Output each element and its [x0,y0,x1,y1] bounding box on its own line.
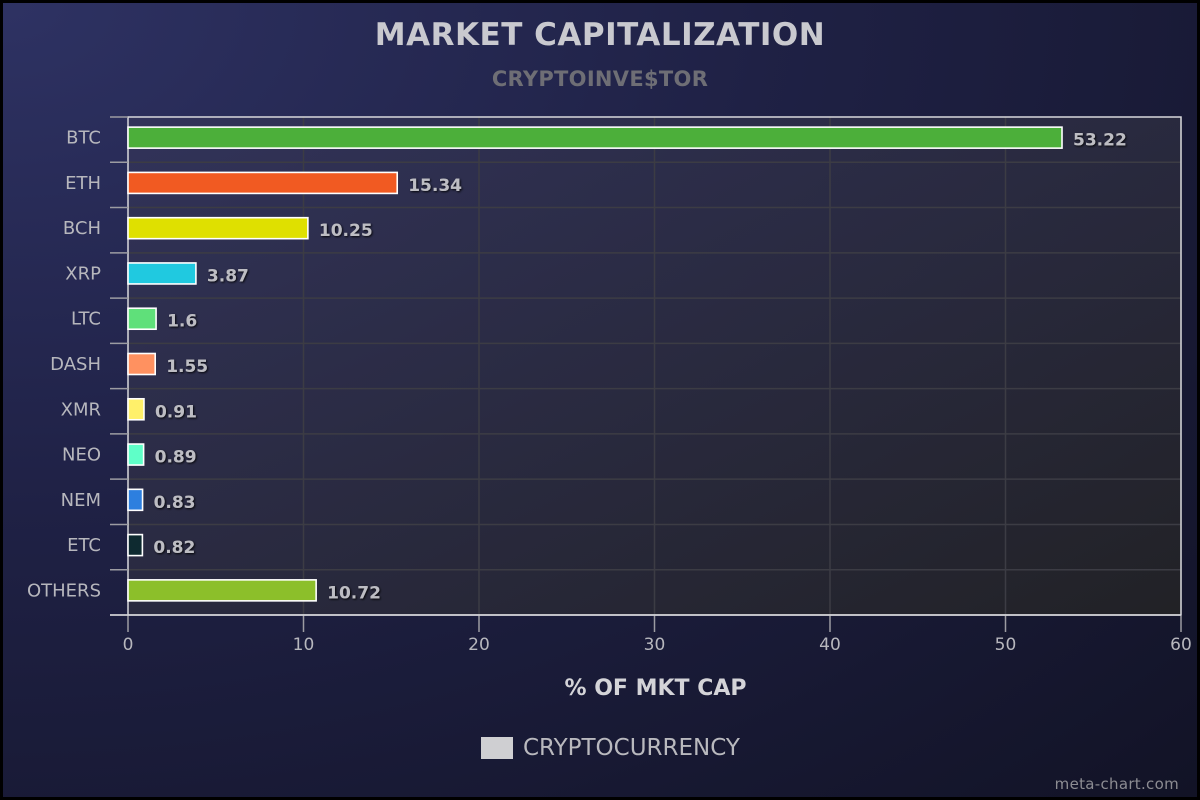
bar [127,307,157,331]
credit-text[interactable]: meta-chart.com [1054,775,1179,793]
y-tick-label: NEO [62,445,101,466]
y-tick-label: NEM [61,490,101,511]
x-tick-label: 0 [123,635,134,655]
x-axis-title: % OF MKT CAP [565,676,747,701]
y-tick-label: ETH [65,173,101,194]
bar [127,579,317,602]
bar [127,171,399,195]
legend-label: CRYPTOCURRENCY [523,735,740,761]
y-tick-label: BTC [66,128,101,149]
chart-subtitle: CRYPTOINVE$TOR [491,67,709,91]
x-tick-label: 20 [468,635,490,655]
data-label: 10.72 [327,583,381,603]
x-tick-label: 30 [644,635,666,655]
bar [127,216,309,240]
data-label: 10.25 [319,221,373,241]
x-tick-label: 40 [819,635,841,655]
y-tick-label: LTC [71,309,101,330]
data-label: 1.55 [166,357,208,377]
y-tick-label: OTHERS [27,580,101,601]
data-label: 53.22 [1073,131,1127,151]
legend[interactable]: CRYPTOCURRENCY [481,735,740,761]
x-tick-label: 60 [1170,635,1192,655]
data-label: 3.87 [207,266,249,286]
bar [127,397,145,421]
y-tick-label: XMR [61,399,101,420]
bar [127,443,145,466]
bar [127,488,144,512]
bar-chart: BTC ETH BCH XRP LTC DASH XMR NEO NEM ETC OTHERS 0 10… [27,116,1192,701]
y-tick-label: ETC [67,535,101,556]
data-label: 0.89 [155,448,197,468]
legend-swatch [481,737,513,759]
x-tick-label: 10 [293,635,315,655]
y-tick-label: DASH [50,354,101,375]
bar [127,352,157,376]
data-label: 0.91 [155,402,197,422]
data-label: 15.34 [408,176,462,196]
data-label: 1.6 [167,312,197,332]
bar [127,533,144,557]
data-label: 0.83 [154,493,196,513]
chart-title: MARKET CAPITALIZATION [374,17,826,53]
x-tick-label: 50 [995,635,1017,655]
bar [127,262,197,285]
y-tick-label: XRP [65,263,101,284]
y-tick-label: BCH [63,218,101,239]
bar [127,126,1063,149]
data-label: 0.82 [153,538,195,558]
